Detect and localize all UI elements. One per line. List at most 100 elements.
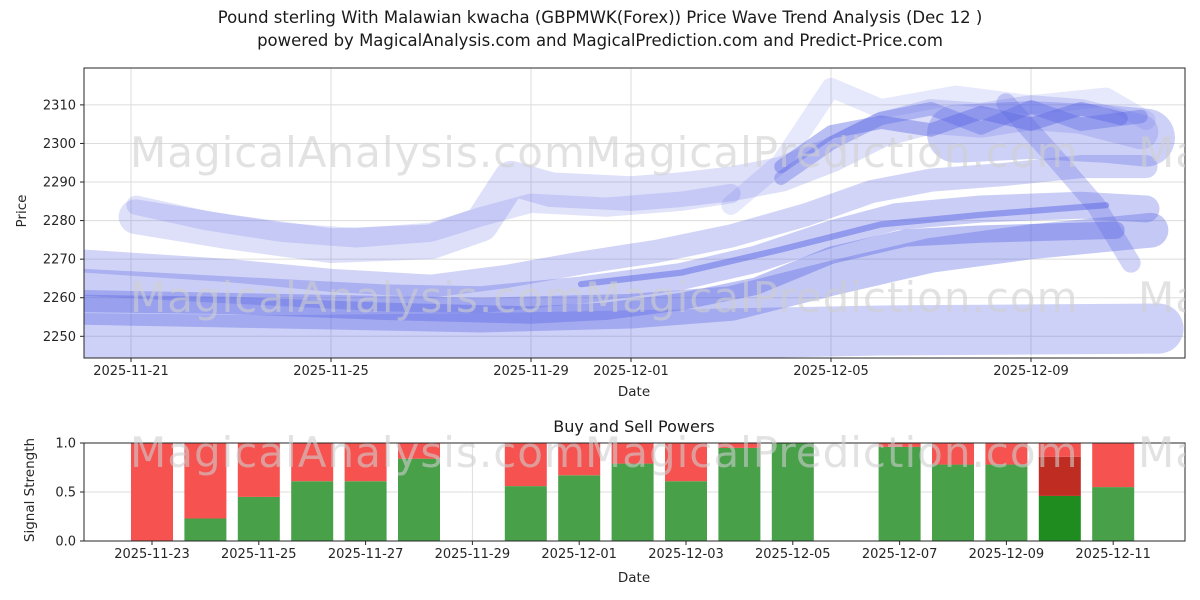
- y-tick-label: 2260: [43, 291, 76, 306]
- bar-2025-12-01: [558, 443, 601, 542]
- price-axis-label: Price: [14, 194, 30, 228]
- bar-2025-12-11: [1092, 443, 1135, 541]
- buy-segment: [398, 458, 440, 541]
- sell-segment: [718, 443, 761, 448]
- bar-2025-12-10: [1038, 443, 1081, 542]
- x-tick-label: 2025-12-09: [969, 547, 1045, 562]
- buy-segment: [184, 518, 227, 541]
- wave-band: [84, 191, 1160, 314]
- page-title: Pound sterling With Malawian kwacha (GBP…: [217, 8, 983, 27]
- wave-band: [84, 303, 1184, 358]
- wave-band: [996, 93, 1141, 273]
- sell-segment: [611, 443, 654, 464]
- buy-segment: [771, 443, 814, 541]
- buy-sell-powers-title: Buy and Sell Powers: [553, 417, 715, 436]
- bar-2025-11-25: [237, 443, 280, 541]
- bar-2025-11-23: [131, 443, 173, 541]
- page-subtitle: powered by MagicalAnalysis.com and Magic…: [257, 31, 943, 50]
- buy-segment: [611, 463, 654, 541]
- x-tick-label: 2025-12-01: [541, 547, 617, 562]
- x-tick-label: 2025-11-23: [114, 547, 190, 562]
- x-tick-label: 2025-12-05: [755, 547, 831, 562]
- sell-segment: [504, 443, 547, 487]
- bar-2025-12-03: [665, 443, 707, 542]
- sell-segment: [184, 443, 227, 519]
- buy-segment: [558, 475, 601, 542]
- bottom-date-axis-label: Date: [617, 570, 651, 586]
- wave-band: [126, 183, 741, 248]
- wave-band: [84, 155, 1158, 298]
- wave-band-group: [84, 77, 1184, 358]
- top-plot-border: [83, 67, 1186, 359]
- bar-2025-12-04: [718, 443, 761, 541]
- buy-segment: [291, 481, 334, 542]
- wave-band: [84, 221, 1125, 324]
- bar-2025-12-08: [932, 443, 974, 541]
- buy-segment: [878, 446, 921, 542]
- x-tick-label: 2025-12-07: [862, 547, 938, 562]
- wave-band: [721, 77, 1156, 215]
- buy-segment: [985, 464, 1028, 541]
- buy-sell-chart: 2025-11-23 2025-11-25 2025-11-27 2025-11-29…: [55, 437, 1186, 562]
- sell-light-segment: [1038, 443, 1081, 457]
- bar-2025-11-28: [398, 443, 440, 541]
- signal-strength-axis-label: Signal Strength: [22, 437, 38, 543]
- x-tick-label: 2025-11-25: [221, 547, 297, 562]
- buy-segment: [504, 486, 547, 542]
- x-tick-label: 2025-12-01: [593, 364, 669, 379]
- wave-band: [774, 101, 1128, 174]
- sell-segment: [398, 443, 440, 459]
- sell-segment: [932, 443, 974, 465]
- y-tick-label: 2290: [43, 176, 76, 191]
- x-tick-label: 2025-11-29: [435, 547, 511, 562]
- wave-band: [84, 212, 1169, 333]
- wave-band: [774, 100, 1148, 185]
- bar-2025-11-30: [504, 443, 547, 542]
- x-tick-label: 2025-11-25: [293, 364, 369, 379]
- x-tick-label: 2025-11-21: [93, 364, 169, 379]
- sell-segment: [878, 443, 921, 447]
- buy-segment: [1038, 495, 1081, 542]
- x-tick-label: 2025-11-27: [328, 547, 404, 562]
- buy-segment: [344, 481, 387, 542]
- x-tick-label: 2025-12-09: [993, 364, 1069, 379]
- wave-band: [118, 95, 1159, 264]
- sell-segment: [237, 443, 280, 497]
- x-tick-label: 2025-12-11: [1075, 547, 1151, 562]
- bar-2025-11-27: [344, 443, 387, 542]
- y-tick-label: 1.0: [55, 437, 76, 452]
- sell-segment: [665, 443, 707, 482]
- wave-band: [577, 202, 1110, 288]
- buy-segment: [1092, 487, 1135, 541]
- bar-2025-11-24: [184, 443, 227, 541]
- x-tick-label: 2025-12-05: [793, 364, 869, 379]
- bar-2025-12-09: [985, 443, 1028, 541]
- top-date-axis-label: Date: [617, 384, 651, 400]
- sell-segment: [131, 443, 173, 541]
- price-wave-chart: 2025-11-21 2025-11-25 2025-11-29 2025-12-01…: [43, 67, 1186, 379]
- buy-segment: [665, 481, 707, 542]
- y-tick-label: 2310: [43, 98, 76, 113]
- y-tick-label: 2270: [43, 253, 76, 268]
- sell-segment: [985, 443, 1028, 465]
- buy-segment: [237, 496, 280, 541]
- sell-segment: [1038, 456, 1081, 496]
- sell-segment: [558, 443, 601, 476]
- wave-band: [927, 101, 1175, 167]
- buy-segment: [718, 447, 761, 541]
- sell-segment: [1092, 443, 1135, 488]
- y-tick-label: 2250: [43, 330, 76, 345]
- buy-segment: [932, 464, 974, 541]
- bar-2025-11-26: [291, 443, 334, 542]
- x-tick-label: 2025-11-29: [493, 364, 569, 379]
- sell-segment: [344, 443, 387, 482]
- bar-2025-12-07: [878, 443, 921, 542]
- y-tick-label: 2300: [43, 137, 76, 152]
- sell-segment: [291, 443, 334, 482]
- bar-2025-12-02: [611, 443, 654, 541]
- y-tick-label: 2280: [43, 214, 76, 229]
- y-tick-label: 0.5: [55, 486, 76, 501]
- x-tick-label: 2025-12-03: [648, 547, 724, 562]
